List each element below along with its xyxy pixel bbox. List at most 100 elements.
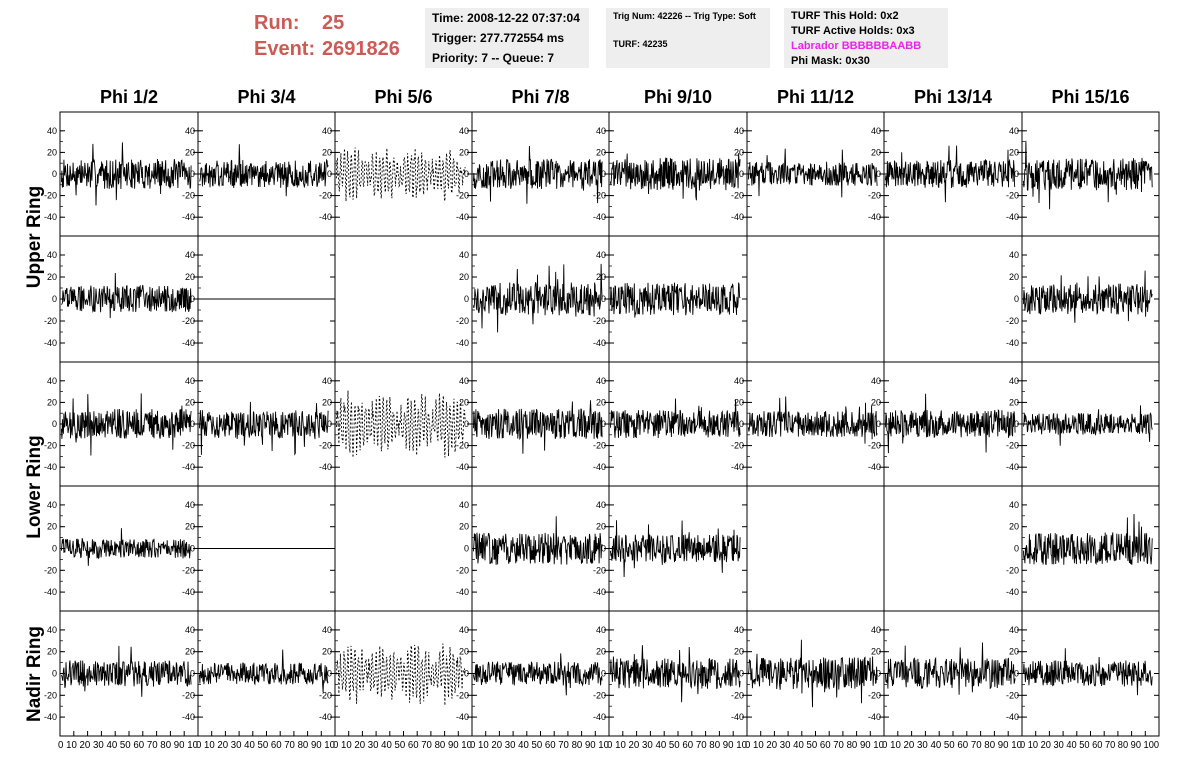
ytick-label-r0c1: -20 [182,191,195,201]
ytick-label-r4c6: 20 [871,647,881,657]
run-label: Run: [254,12,300,34]
ytick-label-r2c4: 20 [596,397,606,407]
waveform-r1c4 [609,282,741,318]
waveform-r2c7 [1022,405,1153,446]
xtick-labels-c0: 0 10 20 30 40 50 60 70 80 90 10 [58,740,198,751]
waveform-r0c4 [609,153,741,201]
xtick-labels-c3: 0 10 20 30 40 50 60 70 80 90 10 [470,740,609,751]
waveform-r3c0 [60,528,192,566]
ytick-label-r3c4: -20 [593,565,606,575]
ytick-label-r0c7: 20 [1009,147,1019,157]
ytick-label-r3c7: -20 [1006,565,1019,575]
ytick-label-r0c4: 0 [601,169,606,179]
waveform-r4c2 [335,643,466,706]
ytick-label-r2c2: -20 [319,441,332,451]
waveform-r2c0 [60,393,192,456]
ytick-label-r2c0: -20 [44,441,57,451]
ytick-label-r1c4: 40 [596,250,606,260]
ytick-label-r2c5: -40 [731,462,744,472]
ytick-label-r4c3: -40 [456,712,469,722]
run-value: 25 [322,12,345,34]
ytick-label-r3c4: 20 [596,522,606,532]
column-header-1: Phi 1/2 [99,87,159,107]
column-header-8: Phi 15/16 [1051,87,1130,107]
xtick-labels-c7: 0 10 20 30 40 50 60 70 80 90 100 [1020,740,1159,751]
ytick-label-r2c1: 0 [190,419,195,429]
waveform-r3c3 [472,516,603,565]
event-line: Event: 2691826 [254,36,400,62]
ytick-label-r1c3: -40 [456,338,469,348]
ytick-label-r3c1: 0 [190,544,195,554]
ytick-label-r4c1: -20 [182,690,195,700]
ytick-label-r0c2: 20 [322,147,332,157]
waveform-r4c0 [60,645,192,697]
ytick-label-r0c3: 20 [459,147,469,157]
event-value: 2691826 [322,38,400,60]
ytick-label-r2c4: -40 [593,462,606,472]
ytick-label-r4c1: 20 [185,647,195,657]
ytick-label-r2c2: 0 [327,419,332,429]
ytick-label-r0c2: 0 [327,169,332,179]
ytick-label-r1c7: -20 [1006,316,1019,326]
column-header-3: Phi 5/6 [374,87,433,107]
ytick-label-r3c1: -40 [182,587,195,597]
ytick-label-r3c0: -40 [44,587,57,597]
ytick-label-r4c1: 40 [185,625,195,635]
ytick-label-r3c7: 20 [1009,522,1019,532]
ytick-label-r3c4: 0 [601,544,606,554]
ytick-label-r0c2: -40 [319,212,332,222]
ytick-label-r0c0: 20 [47,147,57,157]
ytick-label-r3c0: -20 [44,565,57,575]
ytick-label-r4c0: 20 [47,647,57,657]
ytick-label-r2c6: -40 [868,462,881,472]
turf-line: TURF: 42235 [613,39,668,49]
ytick-label-r3c7: 40 [1009,500,1019,510]
ytick-label-r1c1: 20 [185,272,195,282]
ytick-label-r2c5: 20 [734,397,744,407]
ytick-label-r2c5: -20 [731,441,744,451]
ytick-label-r0c4: -20 [593,191,606,201]
xtick-labels-c1: 0 10 20 30 40 50 60 70 80 90 10 [196,740,335,751]
ytick-label-r4c6: 40 [871,625,881,635]
turf-this-hold-line: TURF This Hold: 0x2 [791,10,899,22]
ytick-label-r0c5: 20 [734,147,744,157]
xtick-labels-c2: 0 10 20 30 40 50 60 70 80 90 10 [333,740,472,751]
ytick-label-r1c4: -40 [593,338,606,348]
ytick-label-r1c7: 0 [1014,294,1019,304]
waveform-r0c7 [1022,140,1153,210]
ytick-label-r1c7: 40 [1009,250,1019,260]
ytick-label-r2c1: 40 [185,376,195,386]
ytick-label-r0c7: -20 [1006,191,1019,201]
ytick-label-r4c0: -20 [44,690,57,700]
ytick-label-r2c6: 0 [876,419,881,429]
turf-info-box: TURF This Hold: 0x2 TURF Active Holds: 0… [784,8,948,68]
column-header-7: Phi 13/14 [913,87,993,107]
time-line: Time: 2008-12-22 07:37:04 [432,11,580,25]
ytick-label-r3c1: 40 [185,500,195,510]
ytick-label-r0c5: 0 [739,169,744,179]
ytick-label-r0c5: -20 [731,191,744,201]
ytick-label-r2c3: 20 [459,397,469,407]
column-header-2: Phi 3/4 [237,87,296,107]
priority-line: Priority: 7 -- Queue: 7 [432,51,555,65]
waveform-r0c1 [199,144,329,197]
ytick-label-r3c1: -20 [182,565,195,575]
ytick-label-r0c0: 0 [52,169,57,179]
ytick-label-r2c6: 20 [871,397,881,407]
turf-active-holds-line: TURF Active Holds: 0x3 [791,25,915,37]
panel-frame-r1c5 [746,235,885,363]
ytick-label-r4c0: 40 [47,625,57,635]
run-event-block: Run: 25 Event: 2691826 [254,10,400,62]
ytick-label-r2c2: -40 [319,462,332,472]
panel-frame-r0c2 [334,111,473,237]
ytick-label-r4c2: -40 [319,712,332,722]
xtick-labels-c6: 0 10 20 30 40 50 60 70 80 90 10 [882,740,1022,751]
trig-info-box: Trig Num: 42226 -- Trig Type: Soft TURF:… [606,8,770,68]
ytick-label-r0c3: -40 [456,212,469,222]
ytick-label-r0c6: -40 [868,212,881,222]
waveform-r2c3 [472,400,603,454]
waveform-r3c7 [1022,513,1153,566]
waveform-r2c5 [747,396,878,444]
waveform-r0c6 [884,145,1016,203]
ytick-label-r0c3: 40 [459,126,469,136]
